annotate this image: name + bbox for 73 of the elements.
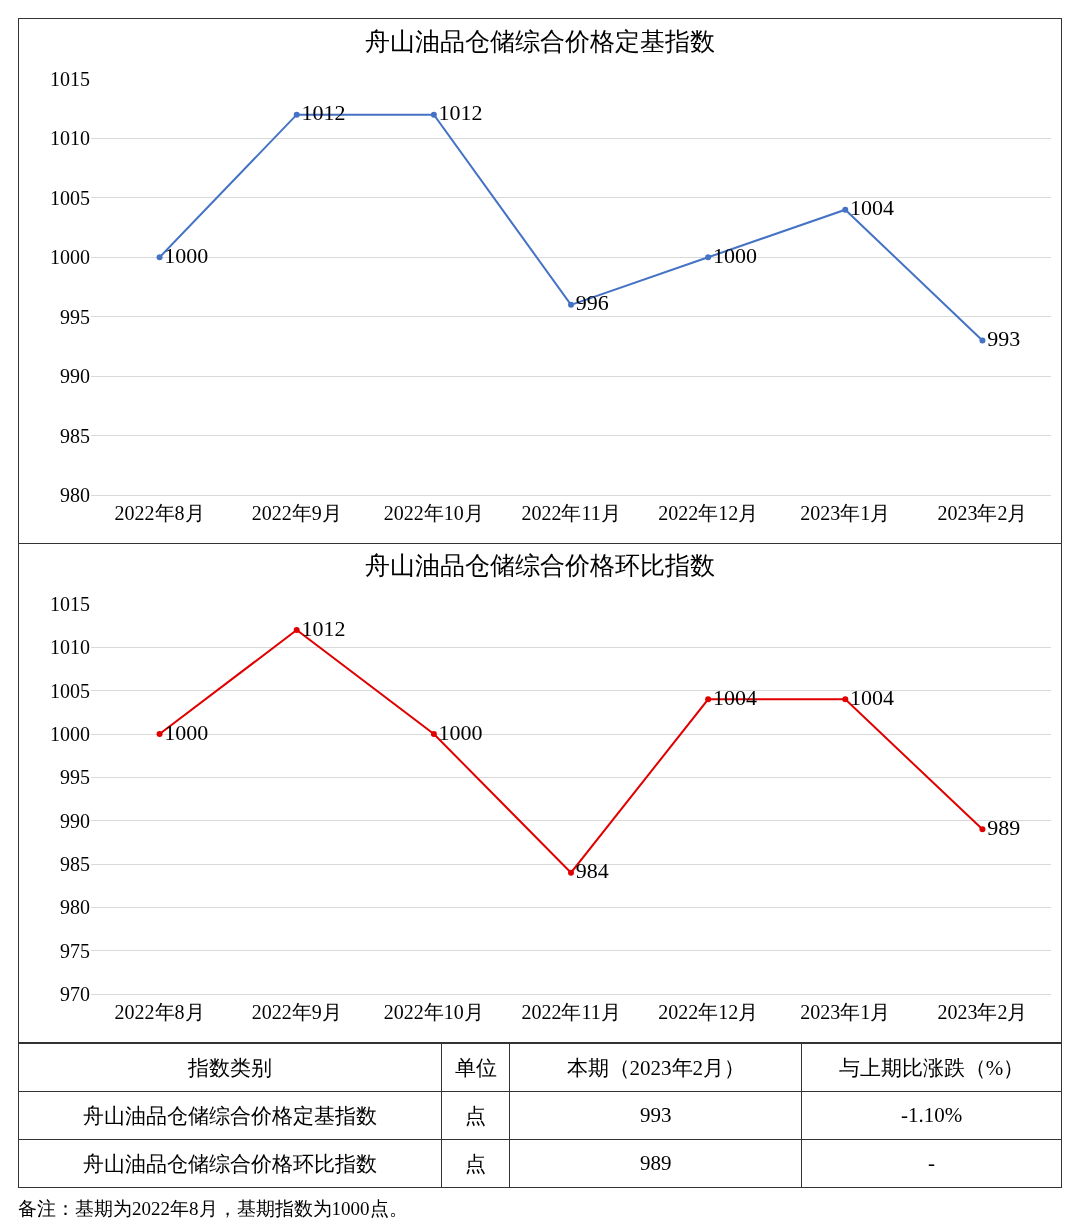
y-tick-label: 1005 xyxy=(50,186,90,209)
y-tick-label: 1010 xyxy=(50,127,90,150)
point xyxy=(842,696,849,703)
text: 989 xyxy=(509,1139,802,1188)
x-tick-label: 2022年12月 xyxy=(658,502,759,524)
data-label: 1000 xyxy=(712,242,757,268)
point xyxy=(842,206,849,213)
y-tick-label: 1000 xyxy=(50,723,90,745)
y-tick-label: 1010 xyxy=(50,636,90,659)
text: - xyxy=(801,1139,1062,1188)
text: 本期（2023年2月） xyxy=(509,1043,802,1092)
y-tick-label: 1015 xyxy=(50,593,90,615)
x-tick-label: 2022年8月 xyxy=(114,502,205,524)
text: -1.10% xyxy=(801,1091,1062,1140)
text: 备注：基期为2022年8月，基期指数为1000点。 xyxy=(18,1197,409,1221)
y-tick-label: 1000 xyxy=(50,246,90,269)
data-label: 1012 xyxy=(438,100,483,126)
point xyxy=(979,826,986,833)
data-label: 984 xyxy=(575,858,609,884)
x-tick-label: 2023年2月 xyxy=(937,502,1028,524)
point xyxy=(568,301,574,308)
x-tick-label: 2022年9月 xyxy=(251,1001,342,1023)
text: 点 xyxy=(441,1139,510,1188)
y-tick-label: 1005 xyxy=(50,679,90,702)
point xyxy=(156,731,163,737)
point xyxy=(979,337,986,344)
text: 与上期比涨跌（%） xyxy=(801,1043,1062,1092)
y-tick-label: 980 xyxy=(60,896,90,919)
y-tick-label: 990 xyxy=(60,809,90,832)
x-tick-label: 2022年11月 xyxy=(521,502,621,524)
x-tick-label: 2022年10月 xyxy=(383,1001,484,1023)
text: 点 xyxy=(441,1091,510,1140)
x-tick-label: 2022年10月 xyxy=(383,502,484,524)
y-tick-label: 1015 xyxy=(50,68,90,90)
data-label: 989 xyxy=(987,814,1021,840)
x-tick-label: 2022年8月 xyxy=(114,1001,205,1023)
y-tick-label: 985 xyxy=(60,853,90,875)
x-tick-label: 2022年9月 xyxy=(251,502,342,524)
point xyxy=(705,696,712,703)
point xyxy=(430,731,437,737)
data-label: 1000 xyxy=(438,719,483,745)
point xyxy=(568,869,574,876)
y-tick-label: 995 xyxy=(60,305,90,328)
text: 舟山油品仓储综合价格定基指数 xyxy=(18,1091,442,1140)
text: 指数类别 xyxy=(18,1043,442,1092)
x-tick-label: 2023年1月 xyxy=(800,502,891,524)
y-tick-label: 970 xyxy=(60,983,90,1005)
y-tick-label: 980 xyxy=(60,484,90,506)
data-label: 1004 xyxy=(850,195,895,221)
data-label: 1012 xyxy=(301,615,346,641)
text: 单位 xyxy=(441,1043,510,1092)
point xyxy=(430,111,437,118)
text: 舟山油品仓储综合价格环比指数 xyxy=(18,1139,442,1188)
data-label: 993 xyxy=(987,325,1021,351)
point xyxy=(705,254,712,261)
x-tick-label: 2023年1月 xyxy=(800,1001,891,1023)
x-tick-label: 2023年2月 xyxy=(937,1001,1028,1023)
data-label: 1000 xyxy=(164,242,209,268)
data-label: 996 xyxy=(575,290,609,316)
chart-title: 舟山油品仓储综合价格环比指数 xyxy=(365,551,715,579)
point xyxy=(293,627,300,633)
point xyxy=(293,111,300,118)
text: 993 xyxy=(509,1091,802,1140)
data-label: 1000 xyxy=(164,719,209,745)
y-tick-label: 975 xyxy=(60,939,90,962)
y-tick-label: 985 xyxy=(60,424,90,447)
x-tick-label: 2022年11月 xyxy=(521,1001,621,1023)
chart-title: 舟山油品仓储综合价格定基指数 xyxy=(365,27,715,55)
y-tick-label: 990 xyxy=(60,365,90,388)
x-tick-label: 2022年12月 xyxy=(658,1001,759,1023)
data-label: 1004 xyxy=(850,684,895,710)
point xyxy=(156,254,163,261)
y-tick-label: 995 xyxy=(60,766,90,789)
